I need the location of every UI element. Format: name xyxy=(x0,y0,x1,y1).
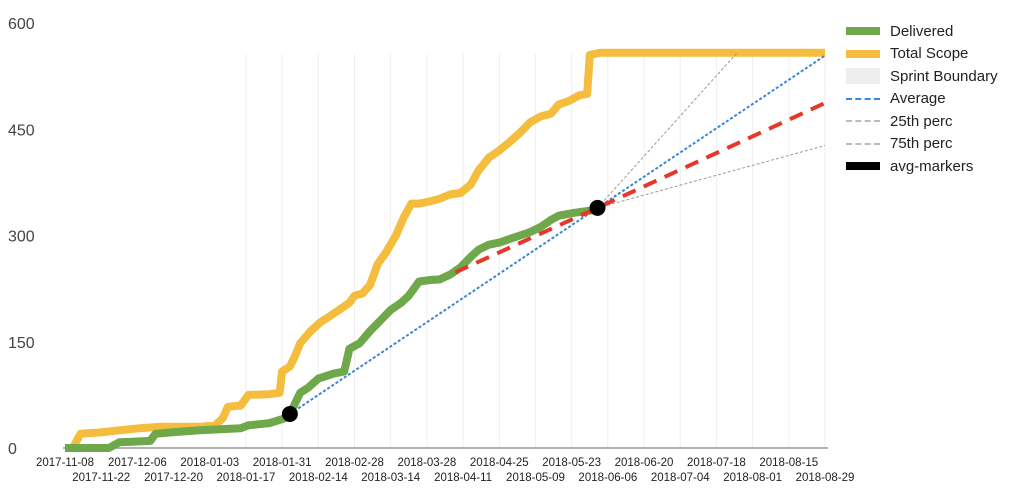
x-tick-label: 2018-01-03 xyxy=(180,457,239,469)
legend-item-average[interactable]: Average xyxy=(846,88,998,111)
75th-perc-swatch-icon xyxy=(846,142,880,145)
x-tick-label: 2017-11-22 xyxy=(72,472,130,484)
avg-marker xyxy=(281,406,298,422)
x-tick-label: 2018-08-29 xyxy=(796,472,855,484)
x-tick-label: 2018-01-31 xyxy=(253,457,312,469)
x-tick-label: 2018-07-04 xyxy=(651,472,710,484)
x-tick-label: 2017-11-08 xyxy=(36,457,94,469)
delivered-line xyxy=(65,204,599,452)
legend-item-sprint-boundary[interactable]: Sprint Boundary xyxy=(846,65,998,88)
x-tick-label: 2018-04-25 xyxy=(470,457,529,469)
plot-series xyxy=(65,48,826,452)
y-axis: 0 150 300 450 600 xyxy=(8,16,35,458)
x-tick-label: 2018-02-14 xyxy=(289,472,348,484)
total-scope-line xyxy=(65,48,825,452)
x-tick-label: 2018-03-28 xyxy=(397,457,456,469)
sprint-boundary-swatch-icon xyxy=(846,68,880,85)
x-tick-label: 2017-12-20 xyxy=(144,472,203,484)
x-tick-label: 2018-03-14 xyxy=(361,472,420,484)
25th-perc-swatch-icon xyxy=(846,120,880,123)
legend-item-total-scope[interactable]: Total Scope xyxy=(846,43,998,66)
x-tick-label: 2018-06-20 xyxy=(615,457,674,469)
x-tick-label: 2018-08-01 xyxy=(723,472,782,484)
legend: Delivered Total Scope Sprint Boundary Av… xyxy=(846,20,998,178)
y-tick-label: 600 xyxy=(8,16,35,33)
x-tick-label: 2018-08-15 xyxy=(759,457,818,469)
x-tick-label: 2018-01-17 xyxy=(217,472,276,484)
x-tick-label: 2018-07-18 xyxy=(687,457,746,469)
total-scope-swatch-icon xyxy=(846,49,880,58)
average-swatch-icon xyxy=(846,97,880,100)
x-tick-label: 2018-04-11 xyxy=(434,472,492,484)
sprint-boundary-gridlines xyxy=(245,54,826,448)
delivered-swatch-icon xyxy=(846,27,880,36)
y-tick-label: 300 xyxy=(8,229,35,246)
trend-projection-line xyxy=(454,101,826,275)
x-axis: 2017-11-08 2017-12-06 2018-01-03 2018-01-31… xyxy=(36,457,854,484)
legend-item-avg-markers[interactable]: avg-markers xyxy=(846,155,998,178)
y-tick-label: 150 xyxy=(8,335,35,352)
x-tick-label: 2018-05-23 xyxy=(542,457,601,469)
avg-marker xyxy=(589,199,606,216)
x-tick-label: 2018-02-28 xyxy=(325,457,384,469)
legend-item-25th-perc[interactable]: 25th perc xyxy=(846,110,998,133)
75th-perc-line xyxy=(597,145,826,209)
legend-item-delivered[interactable]: Delivered xyxy=(846,20,998,43)
avg-markers-swatch-icon xyxy=(846,162,880,171)
y-tick-label: 450 xyxy=(8,122,35,139)
x-tick-label: 2018-06-06 xyxy=(578,472,637,484)
legend-item-75th-perc[interactable]: 75th perc xyxy=(846,133,998,156)
y-tick-label: 0 xyxy=(8,441,17,458)
x-tick-label: 2018-05-09 xyxy=(506,472,565,484)
x-tick-label: 2017-12-06 xyxy=(108,457,167,469)
